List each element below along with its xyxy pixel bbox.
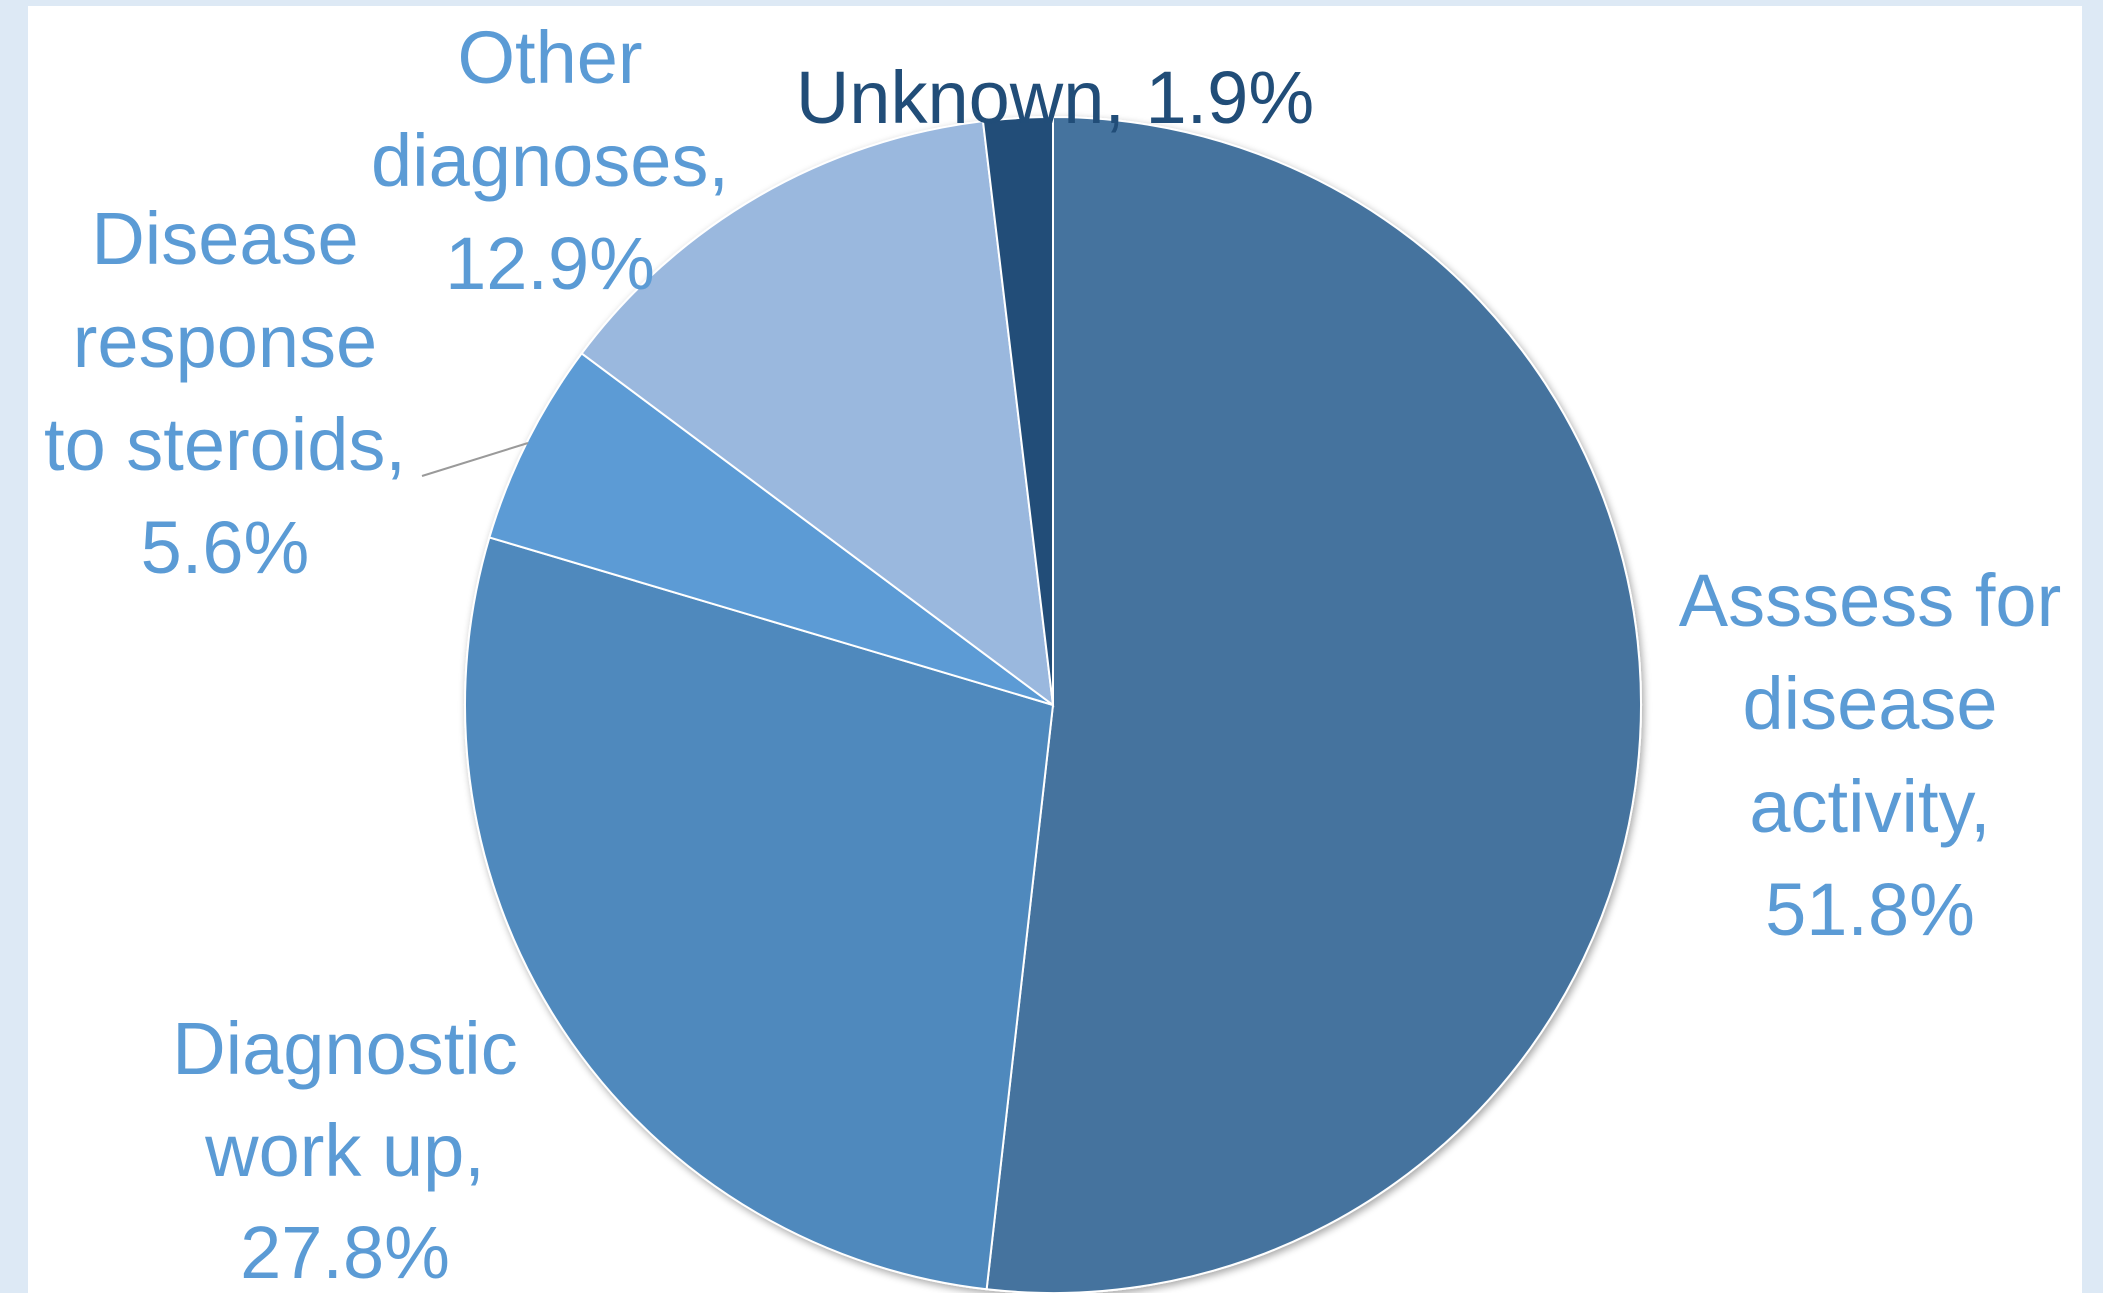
slice-label-line: 5.6% (141, 506, 310, 589)
pie-slice-disease-response-to-steroids (488, 352, 1054, 706)
slice-label-line: work up, (204, 1109, 485, 1192)
slice-label-line: response (73, 300, 377, 383)
leader-line (421, 442, 529, 477)
slice-label-line: Asssess for (1679, 559, 2061, 642)
slice-label-line: Other (457, 16, 642, 99)
pie-labels: Asssess for disease activity, 51.8% Diagnost… (44, 16, 2061, 1293)
pie-slice-other-diagnoses (580, 120, 1055, 708)
pie-slice-unknown (981, 115, 1054, 706)
slice-label-line: 12.9% (445, 222, 655, 305)
slice-label-line: 51.8% (1765, 868, 1975, 951)
slice-label-disease-response-to-steroids: Disease response to steroids, 5.6% (44, 197, 406, 589)
pie-slices (464, 115, 1643, 1293)
slice-label-line: 27.8% (240, 1211, 450, 1293)
slice-label-other-diagnoses: Other diagnoses, 12.9% (371, 16, 729, 305)
slice-label-line: Diagnostic (172, 1007, 518, 1090)
slice-label-line: to steroids, (44, 403, 406, 486)
slice-label-line: Disease (91, 197, 358, 280)
slice-label-unknown: Unknown, 1.9% (796, 56, 1314, 139)
slice-label-line: diagnoses, (371, 119, 729, 202)
slice-label-line: Unknown, 1.9% (796, 56, 1314, 139)
slice-label-diagnostic-work-up: Diagnostic work up, 27.8% (172, 1007, 518, 1293)
slice-label-asssess-for-disease-activity: Asssess for disease activity, 51.8% (1679, 559, 2061, 951)
slice-label-line: activity, (1749, 765, 1990, 848)
pie-slice-diagnostic-work-up (464, 536, 1055, 1291)
pie-slice-asssess-for-disease-activity (985, 115, 1643, 1293)
slice-label-line: disease (1742, 662, 1997, 745)
